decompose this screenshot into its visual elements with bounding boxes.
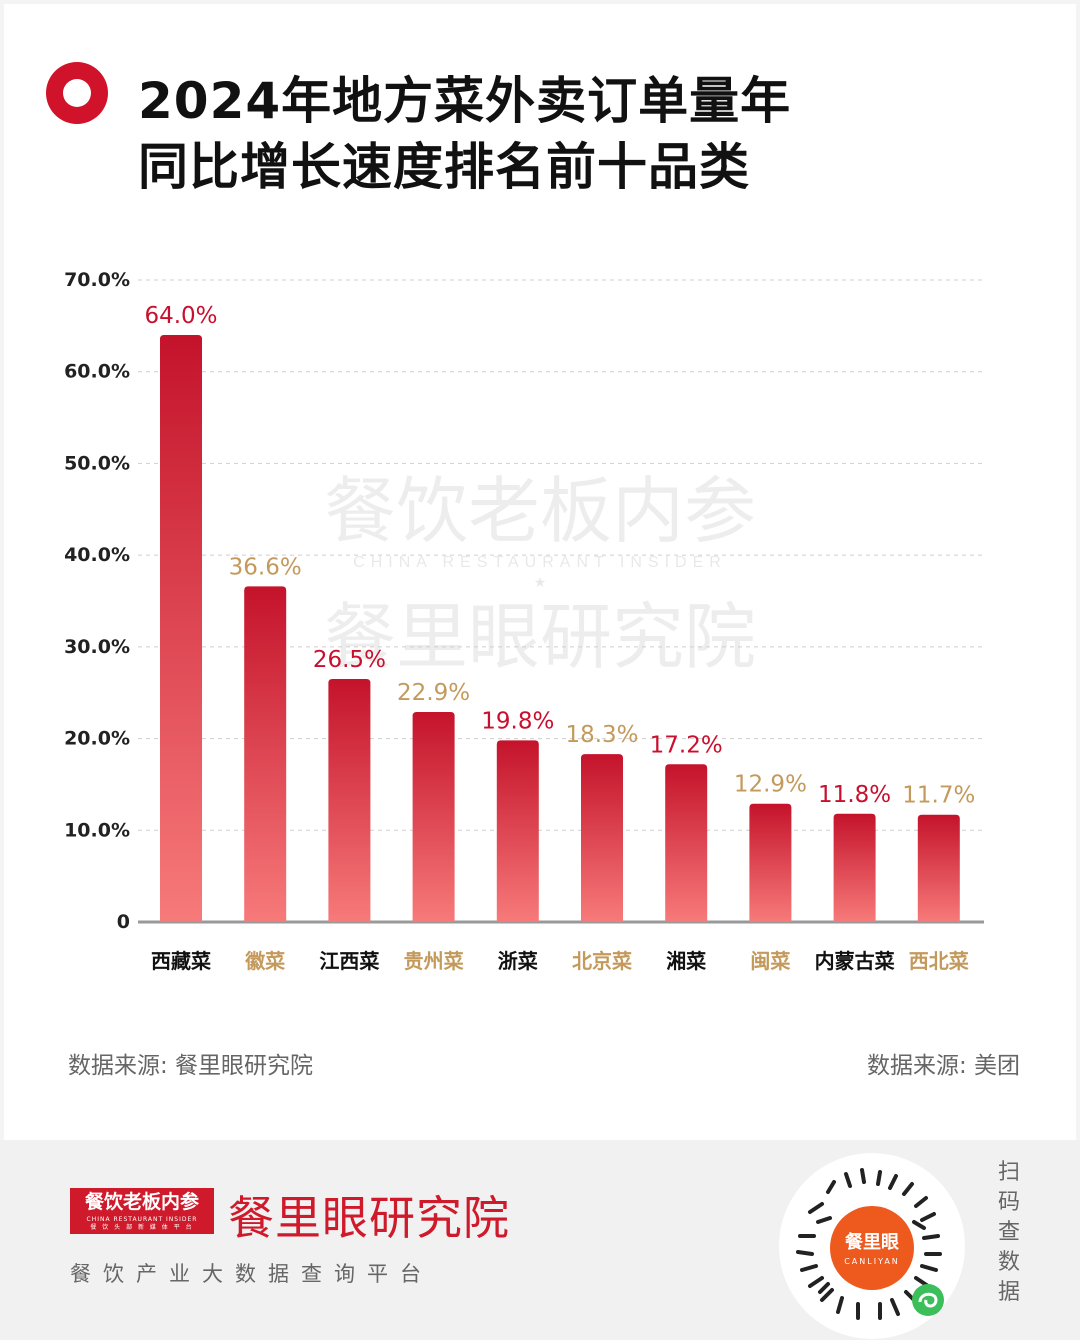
qr-code-icon[interactable]: 餐里眼 CANLIYAN xyxy=(770,1152,974,1340)
logo-text-en: CHINA RESTAURANT INSIDER xyxy=(86,1216,198,1223)
scan-hint: 扫码查数据 xyxy=(997,1160,1020,1305)
x-tick-label: 江西菜 xyxy=(319,949,379,973)
data-label: 17.2% xyxy=(650,732,723,758)
y-tick-label: 50.0% xyxy=(64,452,130,474)
y-tick-label: 40.0% xyxy=(64,544,130,566)
x-tick-label: 内蒙古菜 xyxy=(815,949,895,973)
brand-name: 餐里眼研究院 xyxy=(228,1191,510,1245)
chart-title: 2024年地方菜外卖订单量年 同比增长速度排名前十品类 xyxy=(138,68,1038,200)
chart-title-line-2: 同比增长速度排名前十品类 xyxy=(138,138,750,196)
data-label: 12.9% xyxy=(734,772,807,798)
y-tick-label: 0 xyxy=(117,911,130,933)
x-tick-label: 贵州菜 xyxy=(404,949,464,973)
y-tick-label: 60.0% xyxy=(64,361,130,383)
footer-bar: 餐饮老板内参 CHINA RESTAURANT INSIDER 餐 饮 头 部 … xyxy=(0,1140,1080,1340)
y-tick-label: 30.0% xyxy=(64,636,130,658)
y-tick-label: 20.0% xyxy=(64,728,130,750)
data-label: 26.5% xyxy=(313,647,386,673)
x-tick-label: 湘菜 xyxy=(666,949,706,973)
bar-chart: 餐饮老板内参 CHINA RESTAURANT INSIDER ★ 餐里眼研究院… xyxy=(64,269,984,973)
title-ring-icon xyxy=(46,62,108,124)
bar xyxy=(412,711,455,922)
bar xyxy=(244,586,287,922)
bar xyxy=(581,754,623,922)
brand-logo-box: 餐饮老板内参 CHINA RESTAURANT INSIDER 餐 饮 头 部 … xyxy=(70,1188,214,1234)
bar xyxy=(749,803,792,922)
watermark-line-1: 餐饮老板内参 xyxy=(324,469,756,553)
data-label: 11.8% xyxy=(818,782,891,808)
mini-program-icon xyxy=(912,1284,944,1316)
data-label: 18.3% xyxy=(565,722,638,748)
data-label: 64.0% xyxy=(144,303,217,329)
bar xyxy=(833,813,876,922)
qr-center-label-en: CANLIYAN xyxy=(844,1257,900,1266)
bar xyxy=(328,678,371,922)
data-label: 22.9% xyxy=(397,680,470,706)
bar xyxy=(917,814,960,922)
data-label: 19.8% xyxy=(481,708,554,734)
y-tick-label: 10.0% xyxy=(64,819,130,841)
logo-text-sub: 餐 饮 头 部 新 媒 体 平 台 xyxy=(90,1224,194,1231)
bar xyxy=(496,740,539,922)
brand-tagline: 餐饮产业大数据查询平台 xyxy=(70,1262,433,1286)
y-tick-label: 70.0% xyxy=(64,269,130,291)
chart-title-line-1: 2024年地方菜外卖订单量年 xyxy=(138,72,792,130)
x-tick-label: 西北菜 xyxy=(909,949,969,973)
source-right: 数据来源: 美团 xyxy=(866,1053,1020,1079)
x-tick-label: 浙菜 xyxy=(498,949,538,973)
watermark: 餐饮老板内参 CHINA RESTAURANT INSIDER ★ 餐里眼研究院 xyxy=(324,469,756,679)
data-label: 36.6% xyxy=(229,554,302,580)
watermark-line-3: 餐里眼研究院 xyxy=(324,595,756,679)
qr-center-label: 餐里眼 xyxy=(844,1231,899,1253)
bar xyxy=(665,764,708,922)
source-left: 数据来源: 餐里眼研究院 xyxy=(68,1053,314,1079)
data-label: 11.7% xyxy=(902,783,975,809)
logo-text-cn: 餐饮老板内参 xyxy=(84,1191,199,1213)
x-tick-label: 西藏菜 xyxy=(151,949,211,973)
bar xyxy=(160,335,202,922)
watermark-star-icon: ★ xyxy=(534,575,547,591)
x-tick-label: 北京菜 xyxy=(572,949,632,973)
watermark-line-2: CHINA RESTAURANT INSIDER xyxy=(353,554,727,571)
x-tick-label: 闽菜 xyxy=(750,949,790,973)
x-tick-label: 徽菜 xyxy=(244,949,285,973)
